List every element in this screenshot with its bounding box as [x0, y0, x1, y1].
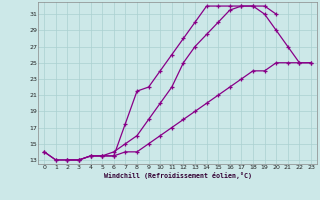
X-axis label: Windchill (Refroidissement éolien,°C): Windchill (Refroidissement éolien,°C) — [104, 172, 252, 179]
